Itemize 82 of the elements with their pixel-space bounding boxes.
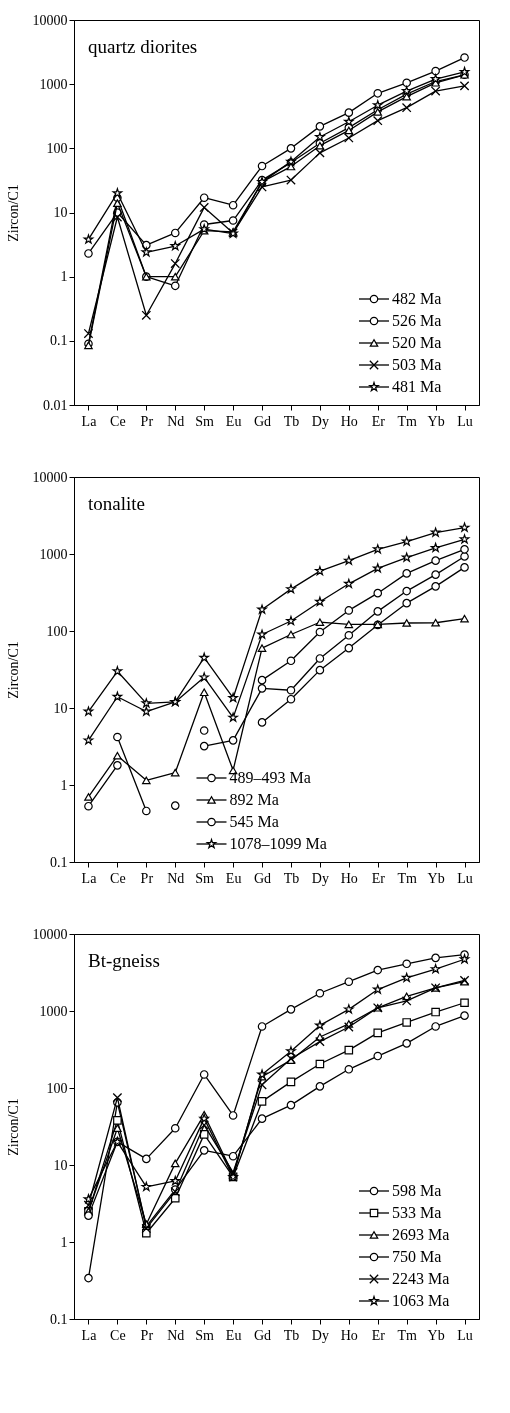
x-tick-label: Dy	[311, 1327, 329, 1343]
x-tick-label: Yb	[427, 1327, 445, 1343]
x-tick-label: Pr	[140, 870, 154, 886]
y-tick-label: 1000	[39, 546, 68, 562]
x-tick-label: Er	[371, 870, 386, 886]
x-tick-label: Ho	[340, 1327, 358, 1343]
x-tick-label: Tm	[397, 1327, 417, 1343]
x-tick-label: La	[81, 1327, 98, 1343]
x-tick-label: Yb	[427, 413, 445, 429]
y-tick-label: 1	[60, 777, 68, 793]
x-tick-label: Nd	[167, 870, 185, 886]
x-tick-label: Tb	[283, 1327, 300, 1343]
x-tick-label: Gd	[253, 413, 272, 429]
y-tick-label: 100	[46, 623, 68, 639]
x-tick-label: Sm	[195, 870, 215, 886]
y-tick-label: 100	[46, 140, 68, 156]
x-tick-label: Sm	[195, 1327, 215, 1343]
y-tick-label: 1	[60, 1234, 68, 1250]
x-tick-label: La	[81, 413, 98, 429]
x-tick-label: Lu	[457, 1327, 473, 1343]
legend-label: 1078–1099 Ma	[229, 835, 327, 852]
y-tick-label: 10	[53, 1157, 68, 1173]
y-tick-label: 10000	[32, 12, 68, 28]
text: tonalite	[88, 493, 145, 514]
y-axis-title: Zircon/C1	[5, 1098, 21, 1156]
x-tick-label: Ce	[110, 870, 126, 886]
y-tick-label: 10	[53, 700, 68, 716]
x-tick-label: Ce	[110, 1327, 126, 1343]
x-tick-label: Nd	[167, 1327, 185, 1343]
x-tick-label: Tb	[283, 870, 300, 886]
text: quartz diorites	[88, 36, 198, 57]
x-tick-label: Lu	[457, 870, 473, 886]
legend-label: 1063 Ma	[392, 1292, 450, 1309]
x-tick-label: Er	[371, 413, 386, 429]
y-tick-label: 0.01	[43, 397, 68, 413]
y-tick-label: 1	[60, 269, 68, 285]
y-axis-title: Zircon/C1	[5, 184, 21, 242]
legend-label: 533 Ma	[392, 1204, 442, 1221]
x-tick-label: Tm	[397, 413, 417, 429]
legend-label: 598 Ma	[392, 1182, 442, 1199]
x-tick-label: Ce	[110, 413, 126, 429]
y-tick-label: 10000	[32, 469, 68, 485]
legend-label: 482 Ma	[392, 290, 442, 307]
legend-label: 526 Ma	[392, 312, 442, 329]
x-tick-label: Dy	[311, 870, 329, 886]
y-axis-title: Zircon/C1	[5, 641, 21, 699]
legend-label: 892 Ma	[229, 791, 279, 808]
x-tick-label: Tb	[283, 413, 300, 429]
y-tick-label: 1000	[39, 1003, 68, 1019]
y-tick-label: 0.1	[50, 1311, 68, 1327]
x-tick-label: Sm	[195, 413, 215, 429]
x-tick-label: Gd	[253, 1327, 272, 1343]
x-tick-label: Eu	[225, 870, 242, 886]
x-tick-label: La	[81, 870, 98, 886]
legend-label: 545 Ma	[229, 813, 279, 830]
x-tick-label: Ho	[340, 413, 358, 429]
x-tick-label: Dy	[311, 413, 329, 429]
x-tick-label: Ho	[340, 870, 358, 886]
y-tick-label: 100	[46, 1080, 68, 1096]
y-tick-label: 10000	[32, 926, 68, 942]
x-tick-label: Pr	[140, 1327, 154, 1343]
x-tick-label: Er	[371, 1327, 386, 1343]
x-tick-label: Gd	[253, 870, 272, 886]
legend-label: 520 Ma	[392, 334, 442, 351]
x-tick-label: Pr	[140, 413, 154, 429]
legend-label: 2693 Ma	[392, 1226, 450, 1243]
text: Bt-gneiss	[88, 950, 160, 971]
x-tick-label: Yb	[427, 870, 445, 886]
x-tick-label: Eu	[225, 413, 242, 429]
y-tick-label: 1000	[39, 76, 68, 92]
x-tick-label: Nd	[167, 413, 185, 429]
x-tick-label: Tm	[397, 870, 417, 886]
y-tick-label: 0.1	[50, 854, 68, 870]
x-tick-label: Eu	[225, 1327, 242, 1343]
legend-label: 481 Ma	[392, 378, 442, 395]
legend-label: 750 Ma	[392, 1248, 442, 1265]
legend-label: 503 Ma	[392, 356, 442, 373]
x-tick-label: Lu	[457, 413, 473, 429]
y-tick-label: 0.1	[50, 333, 68, 349]
legend-label: 489–493 Ma	[229, 769, 311, 786]
y-tick-label: 10	[53, 205, 68, 220]
legend-label: 2243 Ma	[392, 1270, 450, 1287]
